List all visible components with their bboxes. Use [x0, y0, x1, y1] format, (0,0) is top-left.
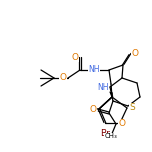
Text: NH: NH	[97, 83, 109, 92]
Text: N: N	[89, 105, 95, 114]
Text: O: O	[59, 74, 67, 83]
Text: O: O	[90, 105, 97, 114]
Text: CH₃: CH₃	[105, 133, 117, 139]
Text: S: S	[129, 104, 135, 112]
Polygon shape	[109, 92, 113, 101]
Text: O: O	[119, 119, 126, 128]
Text: NH: NH	[88, 66, 100, 74]
Text: O: O	[131, 50, 138, 59]
Text: O: O	[71, 52, 78, 62]
Text: Br: Br	[100, 130, 110, 138]
